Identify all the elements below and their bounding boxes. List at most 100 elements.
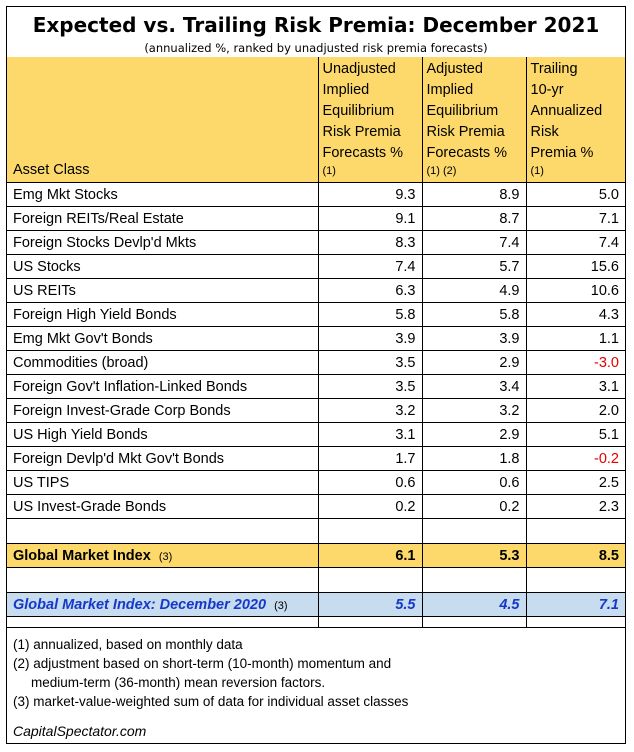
unadjusted-cell: 3.9 bbox=[318, 326, 423, 351]
adjusted-cell: 2.9 bbox=[422, 350, 527, 375]
trailing-cell: 7.4 bbox=[526, 230, 625, 255]
footnote-ref: (3) bbox=[274, 599, 288, 612]
asset-class-cell: Emg Mkt Gov't Bonds bbox=[7, 326, 319, 351]
trailing-cell: -3.0 bbox=[526, 350, 625, 375]
footnote-ref: (3) bbox=[158, 550, 173, 563]
footnote-ref: (1) bbox=[322, 165, 336, 177]
asset-class-cell: US Invest-Grade Bonds bbox=[7, 494, 319, 519]
asset-class-cell: Emg Mkt Stocks bbox=[7, 182, 319, 207]
adjusted-header: Adjusted Implied Equilibrium Risk Premia… bbox=[422, 57, 527, 183]
unadjusted-cell: 3.1 bbox=[318, 422, 423, 447]
asset-class-cell: Foreign Stocks Devlp'd Mkts bbox=[7, 230, 319, 255]
footnote-1: (1) annualized, based on monthly data bbox=[13, 637, 243, 652]
trailing-header: Trailing 10-yr Annualized Risk Premia % … bbox=[526, 57, 625, 183]
source-credit: CapitalSpectator.com bbox=[13, 723, 147, 739]
table-row: US TIPS 0.6 0.6 2.5 bbox=[7, 470, 625, 495]
global-index-label: Global Market Index bbox=[13, 547, 151, 564]
table-row: Foreign Invest-Grade Corp Bonds 3.2 3.2 2.0 bbox=[7, 398, 625, 423]
global-index-2020-row: Global Market Index: December 2020 (3) 5… bbox=[7, 592, 625, 617]
asset-class-cell: Foreign Devlp'd Mkt Gov't Bonds bbox=[7, 446, 319, 471]
table-cell: 5.5 bbox=[318, 592, 423, 617]
unadjusted-cell: 7.4 bbox=[318, 254, 423, 279]
unadjusted-header: Unadjusted Implied Equilibrium Risk Prem… bbox=[318, 57, 423, 183]
table-spacer bbox=[7, 567, 625, 593]
unadjusted-cell: 3.5 bbox=[318, 350, 423, 375]
trailing-cell: -0.2 bbox=[526, 446, 625, 471]
unadjusted-cell: 9.3 bbox=[318, 182, 423, 207]
page-subtitle: (annualized %, ranked by unadjusted risk… bbox=[144, 41, 488, 55]
unadjusted-cell: 0.2 bbox=[318, 494, 423, 519]
adjusted-cell: 7.4 bbox=[422, 230, 527, 255]
footnote-ref: (1) (2) bbox=[426, 165, 457, 177]
adjusted-cell: 8.9 bbox=[422, 182, 527, 207]
unadjusted-cell: 9.1 bbox=[318, 206, 423, 231]
table-row: Emg Mkt Stocks 9.3 8.9 5.0 bbox=[7, 182, 625, 207]
trailing-cell: 1.1 bbox=[526, 326, 625, 351]
table-row: Foreign Devlp'd Mkt Gov't Bonds 1.7 1.8 -0.… bbox=[7, 446, 625, 471]
risk-premia-table-document: Expected vs. Trailing Risk Premia: Decem… bbox=[6, 6, 626, 744]
trailing-cell: 3.1 bbox=[526, 374, 625, 399]
trailing-cell: 2.0 bbox=[526, 398, 625, 423]
adjusted-cell: 3.9 bbox=[422, 326, 527, 351]
adjusted-cell: 5.7 bbox=[422, 254, 527, 279]
unadjusted-cell: 3.2 bbox=[318, 398, 423, 423]
trailing-cell: 5.0 bbox=[526, 182, 625, 207]
asset-class-cell: Foreign Invest-Grade Corp Bonds bbox=[7, 398, 319, 423]
table-row: Emg Mkt Gov't Bonds 3.9 3.9 1.1 bbox=[7, 326, 625, 351]
asset-class-cell: Foreign REITs/Real Estate bbox=[7, 206, 319, 231]
table-row: US REITs 6.3 4.9 10.6 bbox=[7, 278, 625, 303]
asset-class-cell: US TIPS bbox=[7, 470, 319, 495]
table-cell: 6.1 bbox=[318, 543, 423, 568]
trailing-cell: 2.3 bbox=[526, 494, 625, 519]
trailing-cell: 2.5 bbox=[526, 470, 625, 495]
unadjusted-cell: 5.8 bbox=[318, 302, 423, 327]
table-header-row: Asset Class Unadjusted Implied Equilibri… bbox=[7, 57, 625, 183]
adjusted-cell: 1.8 bbox=[422, 446, 527, 471]
footnote-2: (2) adjustment based on short-term (10-m… bbox=[13, 656, 392, 671]
trailing-cell: 10.6 bbox=[526, 278, 625, 303]
adjusted-cell: 5.8 bbox=[422, 302, 527, 327]
adjusted-cell: 2.9 bbox=[422, 422, 527, 447]
table-row: Foreign REITs/Real Estate 9.1 8.7 7.1 bbox=[7, 206, 625, 231]
table-row: Foreign Stocks Devlp'd Mkts 8.3 7.4 7.4 bbox=[7, 230, 625, 255]
table-body: Emg Mkt Stocks 9.3 8.9 5.0 Foreign REITs/Rea… bbox=[7, 182, 625, 519]
trailing-cell: 15.6 bbox=[526, 254, 625, 279]
table-spacer bbox=[7, 518, 625, 544]
asset-class-cell: Commodities (broad) bbox=[7, 350, 319, 375]
table-cell: 5.3 bbox=[422, 543, 527, 568]
page-title: Expected vs. Trailing Risk Premia: Decem… bbox=[32, 13, 600, 37]
trailing-cell: 7.1 bbox=[526, 206, 625, 231]
table-cell: 7.1 bbox=[526, 592, 625, 617]
asset-class-header: Asset Class bbox=[7, 57, 319, 183]
adjusted-cell: 0.6 bbox=[422, 470, 527, 495]
footnote-3: (3) market-value-weighted sum of data fo… bbox=[13, 694, 409, 709]
table-spacer bbox=[7, 616, 625, 628]
footnote-2-continued: medium-term (36-month) mean reversion fa… bbox=[31, 675, 326, 690]
table-row: US High Yield Bonds 3.1 2.9 5.1 bbox=[7, 422, 625, 447]
global-index-2020-label: Global Market Index: December 2020 bbox=[13, 596, 267, 613]
asset-class-cell: US REITs bbox=[7, 278, 319, 303]
unadjusted-cell: 1.7 bbox=[318, 446, 423, 471]
adjusted-cell: 0.2 bbox=[422, 494, 527, 519]
table-row: Foreign High Yield Bonds 5.8 5.8 4.3 bbox=[7, 302, 625, 327]
adjusted-cell: 4.9 bbox=[422, 278, 527, 303]
unadjusted-cell: 0.6 bbox=[318, 470, 423, 495]
unadjusted-cell: 3.5 bbox=[318, 374, 423, 399]
table-row: Foreign Gov't Inflation-Linked Bonds 3.5 3… bbox=[7, 374, 625, 399]
adjusted-cell: 3.4 bbox=[422, 374, 527, 399]
asset-class-cell: Foreign High Yield Bonds bbox=[7, 302, 319, 327]
table-row: US Invest-Grade Bonds 0.2 0.2 2.3 bbox=[7, 494, 625, 519]
unadjusted-cell: 8.3 bbox=[318, 230, 423, 255]
unadjusted-cell: 6.3 bbox=[318, 278, 423, 303]
table-row: US Stocks 7.4 5.7 15.6 bbox=[7, 254, 625, 279]
adjusted-cell: 3.2 bbox=[422, 398, 527, 423]
footnote-ref: (1) bbox=[530, 165, 544, 177]
asset-class-cell: US High Yield Bonds bbox=[7, 422, 319, 447]
table-cell: 4.5 bbox=[422, 592, 527, 617]
trailing-cell: 5.1 bbox=[526, 422, 625, 447]
trailing-cell: 4.3 bbox=[526, 302, 625, 327]
footnotes: (1) annualized, based on monthly data (2… bbox=[7, 628, 625, 711]
asset-class-cell: US Stocks bbox=[7, 254, 319, 279]
table-row: Commodities (broad) 3.5 2.9 -3.0 bbox=[7, 350, 625, 375]
adjusted-cell: 8.7 bbox=[422, 206, 527, 231]
